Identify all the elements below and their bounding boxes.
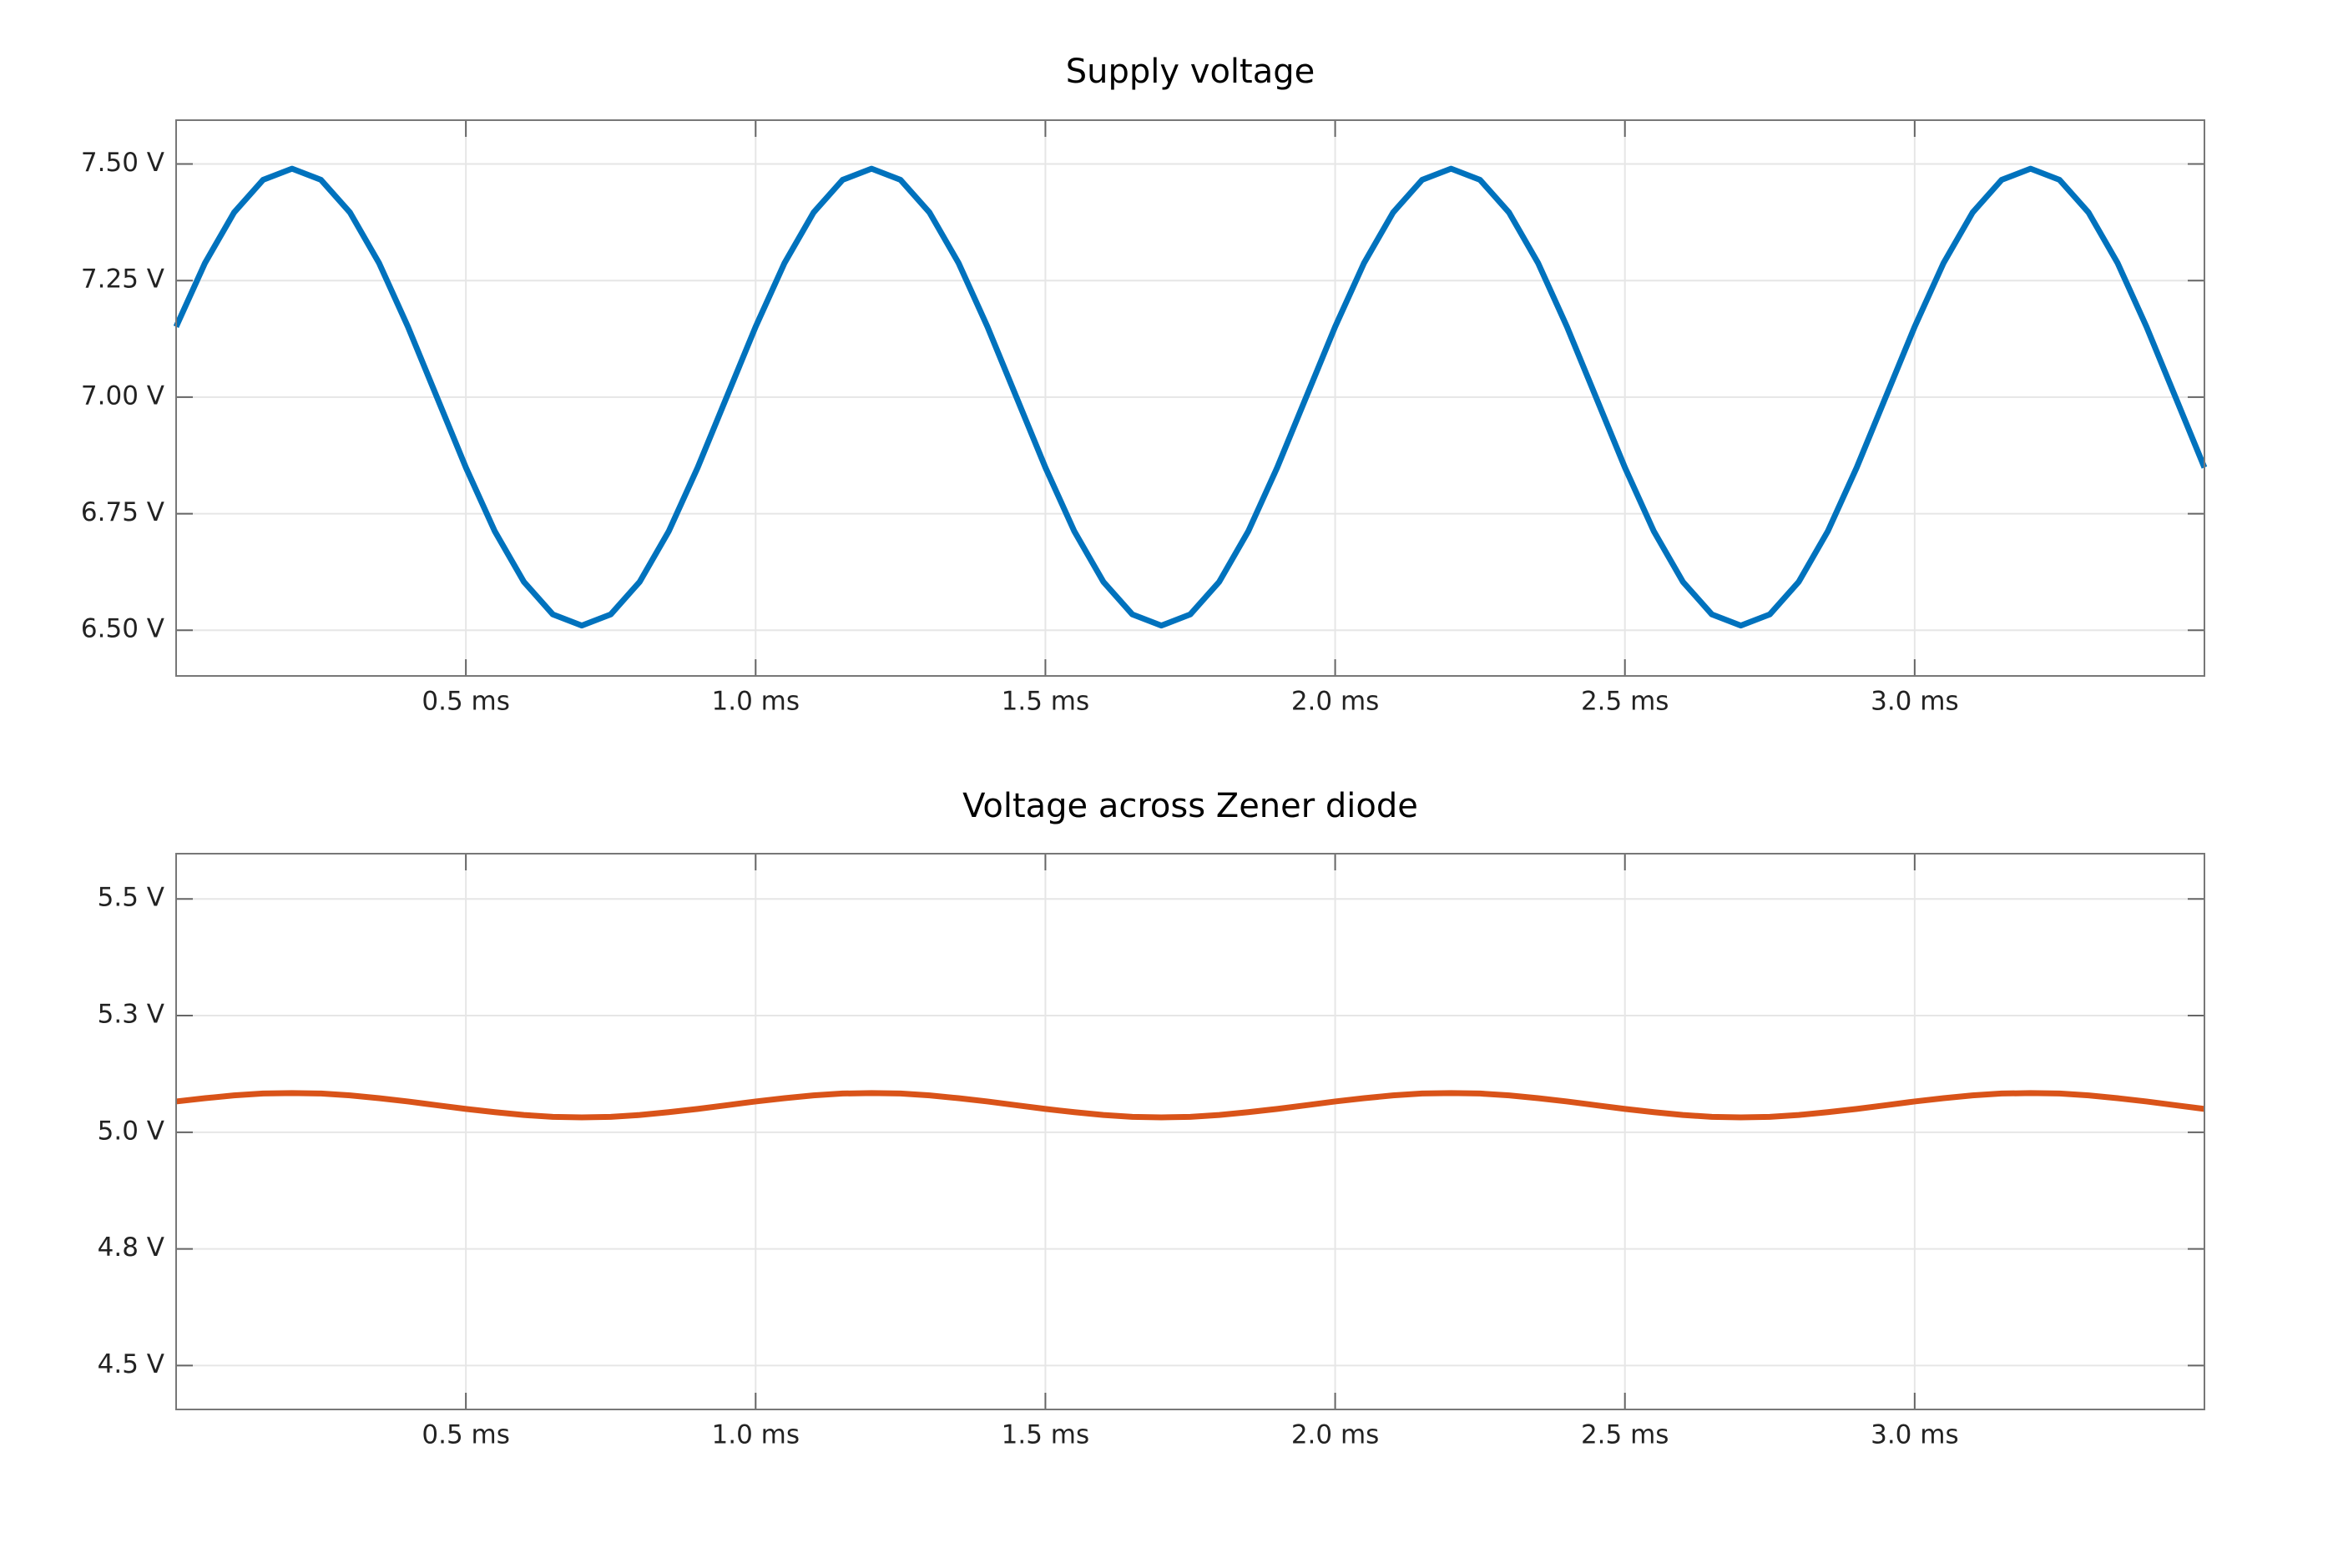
- y-tick-label: 5.0 V: [98, 1116, 164, 1146]
- x-tick-label: 1.5 ms: [1002, 1420, 1090, 1450]
- x-tick-label: 1.5 ms: [1002, 687, 1090, 717]
- x-tick-label: 2.0 ms: [1291, 1420, 1380, 1450]
- x-tick-label: 1.0 ms: [712, 1420, 800, 1450]
- data-line: [173, 165, 2208, 629]
- plot-area: [176, 120, 2204, 676]
- chart-title: Voltage across Zener diode: [962, 787, 1418, 825]
- y-tick-label: 5.3 V: [98, 1000, 164, 1030]
- y-tick-label: 5.5 V: [98, 883, 164, 913]
- chart-title: Supply voltage: [1066, 53, 1315, 91]
- y-tick-label: 6.50 V: [81, 614, 164, 644]
- y-tick-label: 7.50 V: [81, 148, 164, 178]
- x-tick-label: 0.5 ms: [422, 687, 510, 717]
- x-tick-label: 3.0 ms: [1871, 1420, 1959, 1450]
- x-tick-label: 2.5 ms: [1581, 1420, 1669, 1450]
- y-tick-label: 4.5 V: [98, 1349, 164, 1379]
- plot-frame: [175, 119, 2205, 677]
- x-tick-label: 0.5 ms: [422, 1420, 510, 1450]
- y-tick-label: 4.8 V: [98, 1233, 164, 1263]
- x-tick-label: 3.0 ms: [1871, 687, 1959, 717]
- y-tick-label: 6.75 V: [81, 497, 164, 527]
- plot-frame: [175, 853, 2205, 1410]
- x-tick-label: 2.5 ms: [1581, 687, 1669, 717]
- x-tick-label: 1.0 ms: [712, 687, 800, 717]
- y-tick-label: 7.25 V: [81, 265, 164, 295]
- data-line: [175, 1090, 2205, 1121]
- x-tick-label: 2.0 ms: [1291, 687, 1380, 717]
- y-tick-label: 7.00 V: [81, 381, 164, 411]
